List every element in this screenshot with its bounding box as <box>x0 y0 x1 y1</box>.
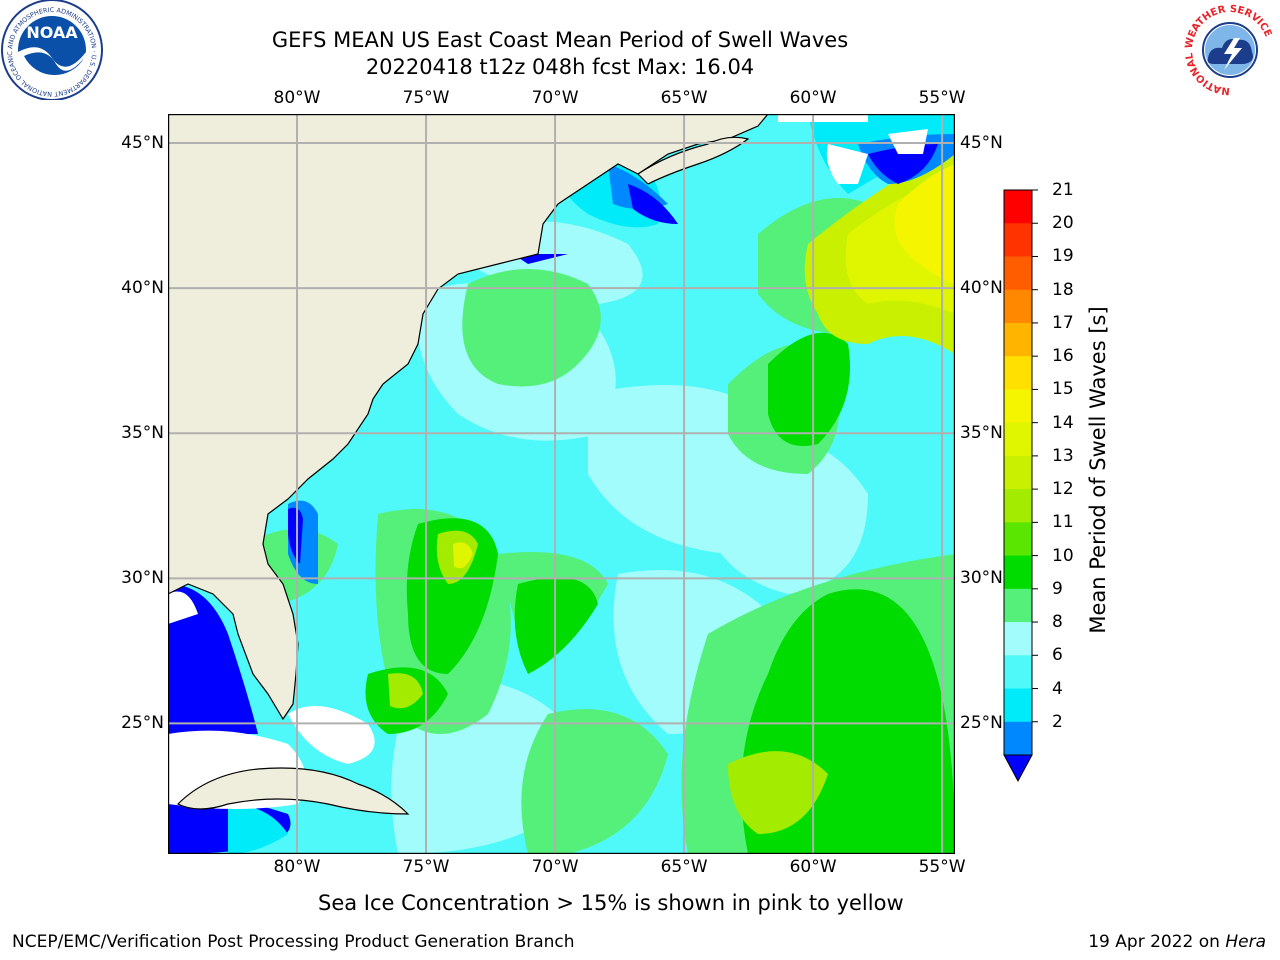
colorbar-segment <box>1004 356 1032 390</box>
noaa-logo: NATIONAL OCEANIC AND ATMOSPHERIC ADMINIS… <box>0 0 103 100</box>
credit-text: NCEP/EMC/Verification Post Processing Pr… <box>12 932 575 952</box>
run-date: 19 Apr 2022 on <box>1088 932 1220 952</box>
colorbar-outline <box>1003 189 1033 756</box>
lon-tick-label: 80°W <box>273 88 321 108</box>
machine-name: Hera <box>1225 932 1266 952</box>
colorbar-segment <box>1004 322 1032 357</box>
colorbar-tick-label: 11 <box>1052 512 1074 533</box>
lon-tick-label: 80°W <box>273 857 321 877</box>
colorbar-label: Mean Period of Swell Waves [s] <box>1086 306 1110 634</box>
lat-tick-label: 25°N <box>121 713 164 734</box>
colorbar-segment <box>1004 422 1032 457</box>
colorbar-tick-label: 4 <box>1052 678 1063 699</box>
nws-logo: NATIONAL WEATHER SERVICE <box>1182 2 1278 98</box>
colorbar-segment <box>1004 256 1032 291</box>
colorbar-segment <box>1004 190 1032 224</box>
lat-tick-label: 40°N <box>121 278 164 299</box>
plot-title: GEFS MEAN US East Coast Mean Period of S… <box>271 28 849 52</box>
colorbar-tick-label: 13 <box>1052 445 1074 466</box>
colorbar-tick-label: 12 <box>1052 479 1074 500</box>
colorbar-segment <box>1004 455 1032 490</box>
lat-tick-label: 45°N <box>960 133 1003 154</box>
swell-field <box>168 114 955 854</box>
colorbar-tick-label: 19 <box>1052 246 1074 267</box>
lon-tick-label: 70°W <box>531 857 579 877</box>
date-machine: 19 Apr 2022 on Hera <box>1088 932 1266 952</box>
lon-tick-label: 70°W <box>531 88 579 108</box>
colorbar-segment <box>1004 555 1032 590</box>
colorbar <box>1003 189 1038 783</box>
colorbar-tick-label: 21 <box>1052 180 1074 200</box>
colorbar-segment <box>1004 289 1032 324</box>
colorbar-segment <box>1004 389 1032 424</box>
lon-tick-label: 65°W <box>660 88 708 108</box>
lon-tick-label: 60°W <box>789 857 837 877</box>
colorbar-tick-label: 20 <box>1052 213 1074 234</box>
colorbar-tick-label: 10 <box>1052 545 1074 566</box>
lon-tick-label: 65°W <box>660 857 708 877</box>
lon-tick-label: 60°W <box>789 88 837 108</box>
colorbar-tick-label: 18 <box>1052 279 1074 300</box>
colorbar-segment <box>1004 622 1032 656</box>
lon-tick-label: 75°W <box>402 857 450 877</box>
sea-ice-note: Sea Ice Concentration > 15% is shown in … <box>318 891 904 915</box>
colorbar-segment <box>1004 721 1032 756</box>
lat-tick-label: 35°N <box>960 423 1003 444</box>
colorbar-segment <box>1004 489 1032 523</box>
lat-tick-label: 35°N <box>121 423 164 444</box>
lon-tick-label: 75°W <box>402 88 450 108</box>
colorbar-tick-label: 17 <box>1052 312 1074 333</box>
lat-tick-label: 30°N <box>121 568 164 589</box>
colorbar-tick-label: 8 <box>1052 612 1063 633</box>
colorbar-tick-label: 9 <box>1052 578 1063 599</box>
lat-tick-label: 40°N <box>960 278 1003 299</box>
colorbar-tick-label: 16 <box>1052 346 1074 367</box>
colorbar-segment <box>1004 522 1032 557</box>
plot-subtitle: 20220418 t12z 048h fcst Max: 16.04 <box>365 55 755 79</box>
colorbar-segment <box>1004 588 1032 623</box>
noaa-wordmark: NOAA <box>26 23 78 42</box>
colorbar-segment <box>1004 688 1032 723</box>
lat-tick-label: 30°N <box>960 568 1003 589</box>
graticule <box>168 114 955 854</box>
colorbar-tick-label: 15 <box>1052 379 1074 400</box>
land-areas <box>168 114 769 815</box>
colorbar-underflow-arrow <box>1003 754 1033 783</box>
colorbar-tick-label: 6 <box>1052 645 1063 666</box>
lon-tick-label: 55°W <box>918 857 966 877</box>
colorbar-segment <box>1004 223 1032 257</box>
lat-tick-label: 25°N <box>960 713 1003 734</box>
lat-tick-label: 45°N <box>121 133 164 154</box>
colorbar-tick-label: 14 <box>1052 412 1074 433</box>
map-frame <box>168 114 955 854</box>
colorbar-segment <box>1004 655 1032 690</box>
colorbar-tick-label: 2 <box>1052 711 1063 732</box>
map-panel <box>168 114 955 854</box>
lon-tick-label: 55°W <box>918 88 966 108</box>
